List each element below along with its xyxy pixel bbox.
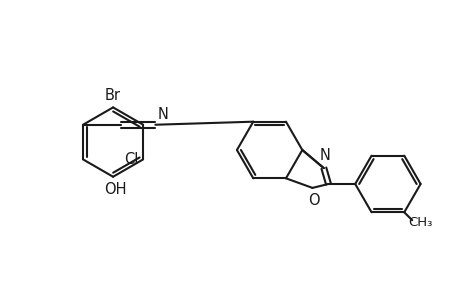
Text: Br: Br [105,88,121,104]
Text: Cl: Cl [123,152,138,167]
Text: CH₃: CH₃ [407,216,431,229]
Text: O: O [307,193,319,208]
Text: N: N [157,107,168,122]
Text: N: N [319,148,330,163]
Text: OH: OH [104,182,126,197]
